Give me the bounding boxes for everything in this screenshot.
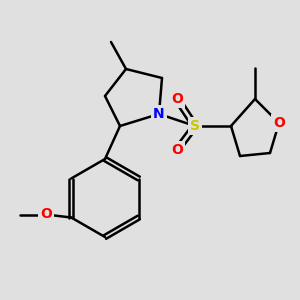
Text: O: O [171,143,183,157]
Text: O: O [273,116,285,130]
Text: O: O [40,208,52,221]
Text: S: S [190,119,200,133]
Text: N: N [153,107,165,121]
Text: O: O [171,92,183,106]
